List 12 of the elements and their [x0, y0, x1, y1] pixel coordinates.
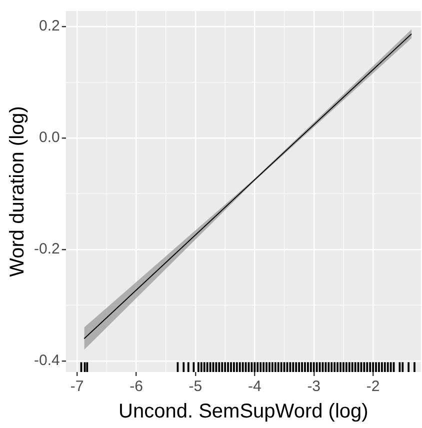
y-tick-label: 0.0: [38, 129, 60, 146]
x-tick-label: -3: [307, 378, 321, 396]
x-tick-label: -6: [130, 378, 143, 396]
x-tick-label: -4: [248, 378, 262, 396]
x-tick-label: -7: [70, 378, 84, 396]
x-tick-label: -2: [366, 378, 380, 396]
y-tick-label: -0.4: [34, 352, 60, 369]
y-axis-title: Word duration (log): [6, 106, 29, 277]
x-tick-label: -5: [188, 378, 202, 396]
y-tick-label: -0.2: [34, 240, 60, 258]
x-axis-title: Uncond. SemSupWord (log): [118, 400, 368, 423]
y-tick-label: 0.2: [38, 18, 60, 35]
